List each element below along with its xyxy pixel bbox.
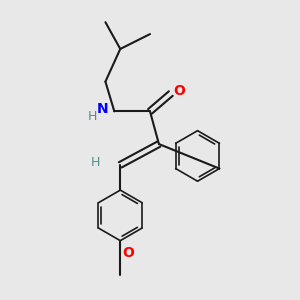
Text: H: H xyxy=(87,110,97,123)
Text: O: O xyxy=(123,245,134,260)
Text: N: N xyxy=(97,102,109,116)
Text: O: O xyxy=(173,84,185,98)
Text: H: H xyxy=(90,156,100,169)
